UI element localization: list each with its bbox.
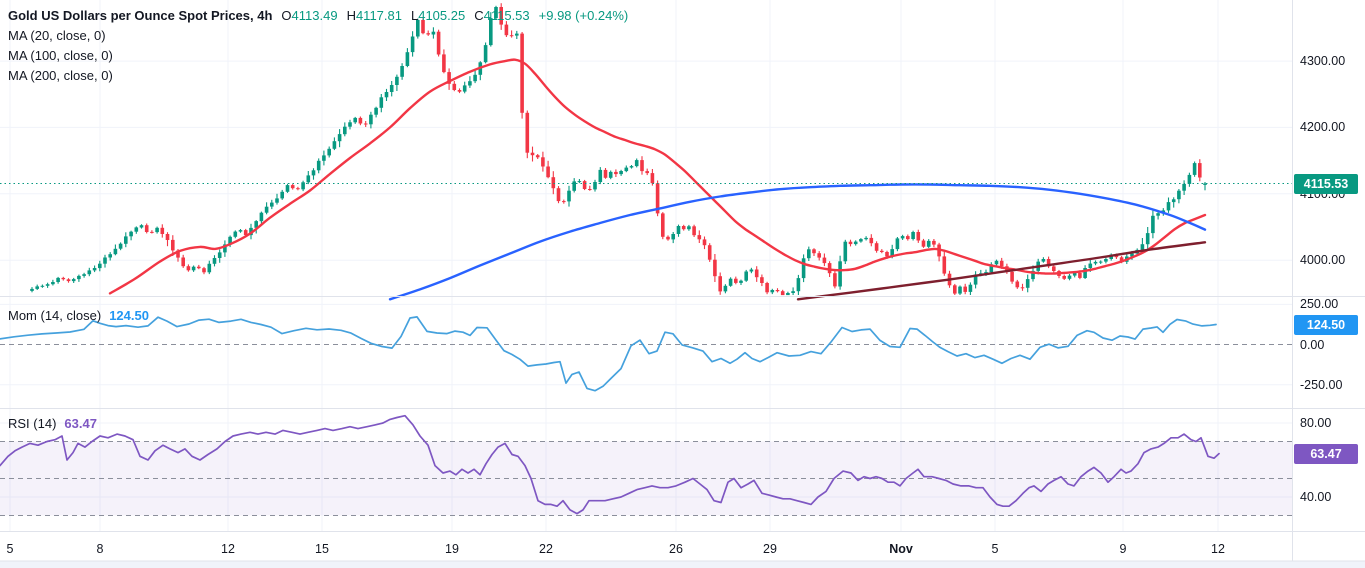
time-tick-26: 26	[669, 542, 683, 556]
time-tick-5: 5	[991, 542, 999, 556]
momentum-pane-legend[interactable]: Mom (14, close) 124.50	[8, 306, 149, 326]
time-tick-22: 22	[539, 542, 553, 556]
ohlc-low-label: L	[410, 8, 419, 23]
time-tick-Nov: Nov	[889, 542, 913, 556]
rsi-line	[0, 414, 1220, 515]
time-tick-8: 8	[96, 542, 104, 556]
main-chart-legend: Gold US Dollars per Ounce Spot Prices, 4…	[8, 6, 628, 86]
price-change-text: +9.98 (+0.24%)	[538, 8, 629, 23]
momentum-value: 124.50	[109, 308, 149, 323]
rsi-tick-80.00: 80.00	[1300, 416, 1332, 430]
ma200-label: MA (200, close, 0)	[8, 68, 113, 83]
legend-item-ma20[interactable]: MA (20, close, 0)	[8, 26, 628, 46]
ma200-line	[796, 241, 1207, 301]
momentum-tick--250.00: -250.00	[1300, 377, 1343, 392]
rsi-tick-40.00: 40.00	[1300, 490, 1332, 504]
price-tick-4000.00: 4000.00	[1300, 253, 1346, 268]
time-tick-15: 15	[315, 542, 329, 556]
time-tick-19: 19	[445, 542, 459, 556]
ohlc-open-label: O	[281, 8, 292, 23]
ohlc-close-label: C	[474, 8, 484, 23]
rsi-band	[0, 441, 1292, 516]
rsi-value-badge: 63.47	[1294, 443, 1358, 464]
time-tick-12: 12	[221, 542, 235, 556]
ma100-label: MA (100, close, 0)	[8, 48, 113, 63]
time-tick-9: 9	[1119, 542, 1127, 556]
ohlc-low-value: 4105.25	[418, 8, 466, 23]
last-price-badge: 4115.53	[1294, 173, 1358, 194]
ohlc-open-value: 4113.49	[291, 8, 338, 23]
time-tick-5: 5	[6, 542, 14, 556]
momentum-tick-250.00: 250.00	[1300, 297, 1339, 312]
ohlc-close-value: 4115.53	[483, 8, 530, 23]
rsi-value: 63.47	[64, 416, 97, 431]
momentum-label: Mom (14, close)	[8, 308, 102, 323]
rsi-label: RSI (14)	[8, 416, 57, 431]
price-tick-4300.00: 4300.00	[1300, 54, 1346, 69]
momentum-line	[0, 316, 1217, 392]
time-tick-12: 12	[1211, 542, 1225, 556]
ma20-label: MA (20, close, 0)	[8, 28, 106, 43]
legend-item-ma200[interactable]: MA (200, close, 0)	[8, 66, 628, 86]
momentum-tick-0.00: 0.00	[1300, 337, 1325, 352]
candlestick-layer	[30, 3, 1207, 296]
ohlc-high-label: H	[346, 8, 356, 23]
legend-item-ma100[interactable]: MA (100, close, 0)	[8, 46, 628, 66]
time-tick-29: 29	[763, 542, 777, 556]
momentum-value-badge: 124.50	[1294, 314, 1358, 335]
ma20-line	[108, 58, 1207, 295]
ma100-line	[388, 183, 1207, 301]
ohlc-high-value: 4117.81	[355, 8, 402, 23]
rsi-pane-legend[interactable]: RSI (14) 63.47	[8, 414, 97, 434]
price-tick-4200.00: 4200.00	[1300, 120, 1346, 135]
chart-title: Gold US Dollars per Ounce Spot Prices, 4…	[8, 8, 273, 23]
symbol-title-row[interactable]: Gold US Dollars per Ounce Spot Prices, 4…	[8, 6, 628, 26]
